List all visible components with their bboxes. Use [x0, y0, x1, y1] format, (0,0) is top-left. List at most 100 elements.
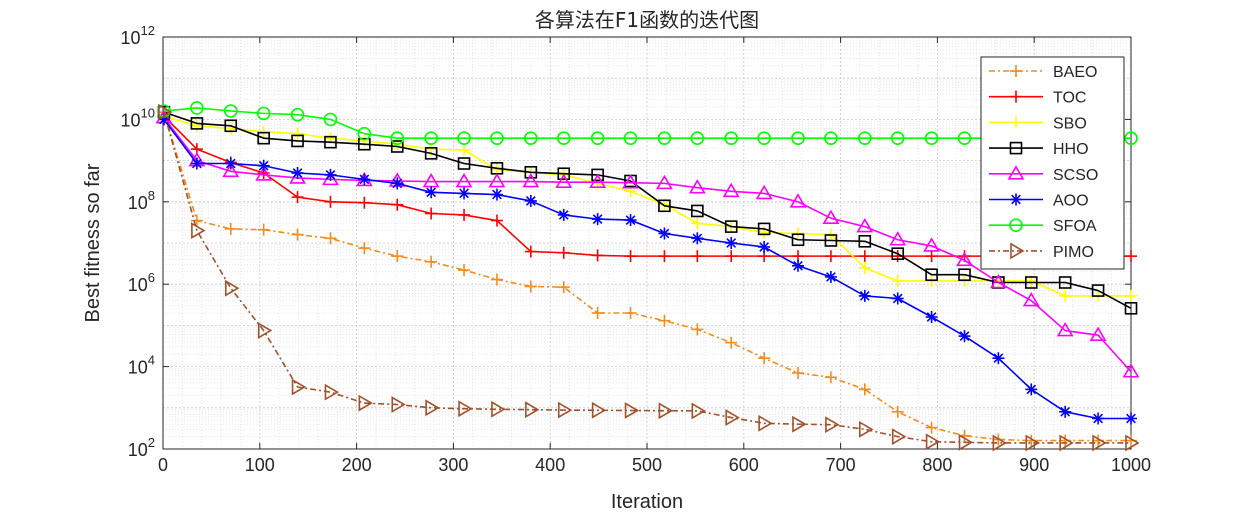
- point-scso: [1089, 326, 1107, 341]
- point-sfoa: [323, 112, 338, 127]
- point-baeo: [190, 214, 203, 227]
- point-toc: [358, 196, 371, 209]
- point-scso: [856, 218, 874, 233]
- x-tick-label: 400: [535, 455, 565, 475]
- y-tick-label: 108: [128, 188, 155, 213]
- point-baeo: [557, 281, 570, 294]
- point-scso: [622, 174, 639, 189]
- legend-entry-sbo: SBO: [989, 115, 1087, 132]
- point-sfoa: [623, 131, 638, 145]
- point-scso: [722, 182, 740, 198]
- x-axis-label: Iteration: [611, 491, 683, 513]
- point-baeo: [891, 405, 904, 418]
- series-layer: [155, 101, 1140, 452]
- series-hho: [157, 105, 1138, 315]
- point-hho: [524, 166, 538, 179]
- grid: [162, 36, 1132, 450]
- point-aoo: [925, 310, 938, 323]
- point-hho: [1024, 276, 1038, 289]
- point-toc: [490, 214, 503, 227]
- point-sfoa: [590, 131, 605, 145]
- series-aoo: [157, 113, 1137, 425]
- point-scso: [589, 173, 607, 188]
- point-pimo: [624, 402, 640, 419]
- series-baeo: [157, 106, 1137, 447]
- point-sfoa: [924, 131, 939, 145]
- point-pimo: [358, 394, 373, 412]
- point-sfoa: [824, 131, 838, 145]
- point-baeo: [391, 250, 404, 263]
- point-sbo: [891, 274, 904, 287]
- point-scso: [522, 172, 540, 188]
- point-sfoa: [390, 131, 405, 145]
- point-toc: [591, 249, 604, 262]
- x-tick-label: 800: [922, 455, 952, 475]
- point-hho: [257, 131, 270, 145]
- point-aoo: [490, 188, 503, 201]
- x-tick-label: 900: [1019, 455, 1049, 475]
- point-sfoa: [256, 106, 271, 121]
- legend-marker-aoo: [1010, 193, 1022, 206]
- x-tick-label: 100: [245, 455, 275, 475]
- point-pimo: [525, 401, 540, 419]
- point-sfoa: [190, 101, 204, 115]
- point-aoo: [658, 227, 671, 240]
- point-sbo: [224, 122, 237, 135]
- point-hho: [691, 204, 704, 218]
- legend-label-aoo: AOO: [1053, 193, 1089, 210]
- point-pimo: [891, 428, 907, 445]
- point-hho: [457, 157, 471, 170]
- point-hho: [591, 168, 604, 182]
- y-tick-label: 102: [128, 435, 155, 460]
- legend-label-sfoa: SFOA: [1053, 218, 1097, 235]
- y-axis-label: Best fitness so far: [82, 163, 104, 322]
- point-aoo: [391, 177, 404, 190]
- point-scso: [822, 209, 840, 224]
- point-pimo: [391, 396, 406, 413]
- point-toc: [691, 250, 704, 263]
- point-pimo: [691, 402, 706, 420]
- legend-marker-pimo: [1010, 242, 1025, 260]
- point-pimo: [291, 378, 307, 396]
- point-scso: [222, 162, 240, 178]
- point-scso: [656, 174, 673, 190]
- point-toc: [858, 250, 871, 263]
- point-hho: [925, 268, 938, 282]
- point-hho: [390, 140, 404, 153]
- point-pimo: [858, 420, 874, 438]
- point-aoo: [358, 173, 371, 186]
- point-sfoa: [290, 107, 305, 122]
- point-sbo: [691, 217, 704, 230]
- point-scso: [688, 179, 706, 194]
- point-sfoa: [690, 131, 705, 145]
- point-hho: [190, 117, 204, 130]
- point-aoo: [591, 213, 604, 226]
- point-pimo: [658, 402, 674, 420]
- point-hho: [1091, 284, 1105, 297]
- point-baeo: [624, 306, 637, 319]
- point-sfoa: [524, 131, 538, 145]
- point-hho: [324, 135, 337, 149]
- point-hho: [358, 137, 371, 151]
- point-aoo: [224, 157, 237, 170]
- point-pimo: [958, 433, 974, 451]
- point-toc: [658, 250, 671, 263]
- x-tick-label: 0: [158, 455, 168, 475]
- point-baeo: [658, 314, 671, 327]
- legend-marker-scso: [1007, 165, 1025, 180]
- chart-title: 各算法在F1函数的迭代图: [535, 8, 759, 32]
- point-scso: [989, 273, 1007, 289]
- point-pimo: [725, 409, 740, 426]
- legend-entry-sfoa: SFOA: [989, 218, 1097, 235]
- point-baeo: [758, 352, 771, 365]
- point-toc: [524, 245, 537, 258]
- point-aoo: [291, 167, 304, 180]
- point-aoo: [792, 259, 805, 272]
- point-aoo: [190, 157, 203, 170]
- point-pimo: [825, 416, 840, 434]
- legend-marker-hho: [1009, 141, 1023, 155]
- point-aoo: [691, 232, 704, 245]
- point-scso: [889, 231, 907, 246]
- point-sfoa: [957, 131, 972, 145]
- legend-entry-pimo: PIMO: [989, 242, 1094, 261]
